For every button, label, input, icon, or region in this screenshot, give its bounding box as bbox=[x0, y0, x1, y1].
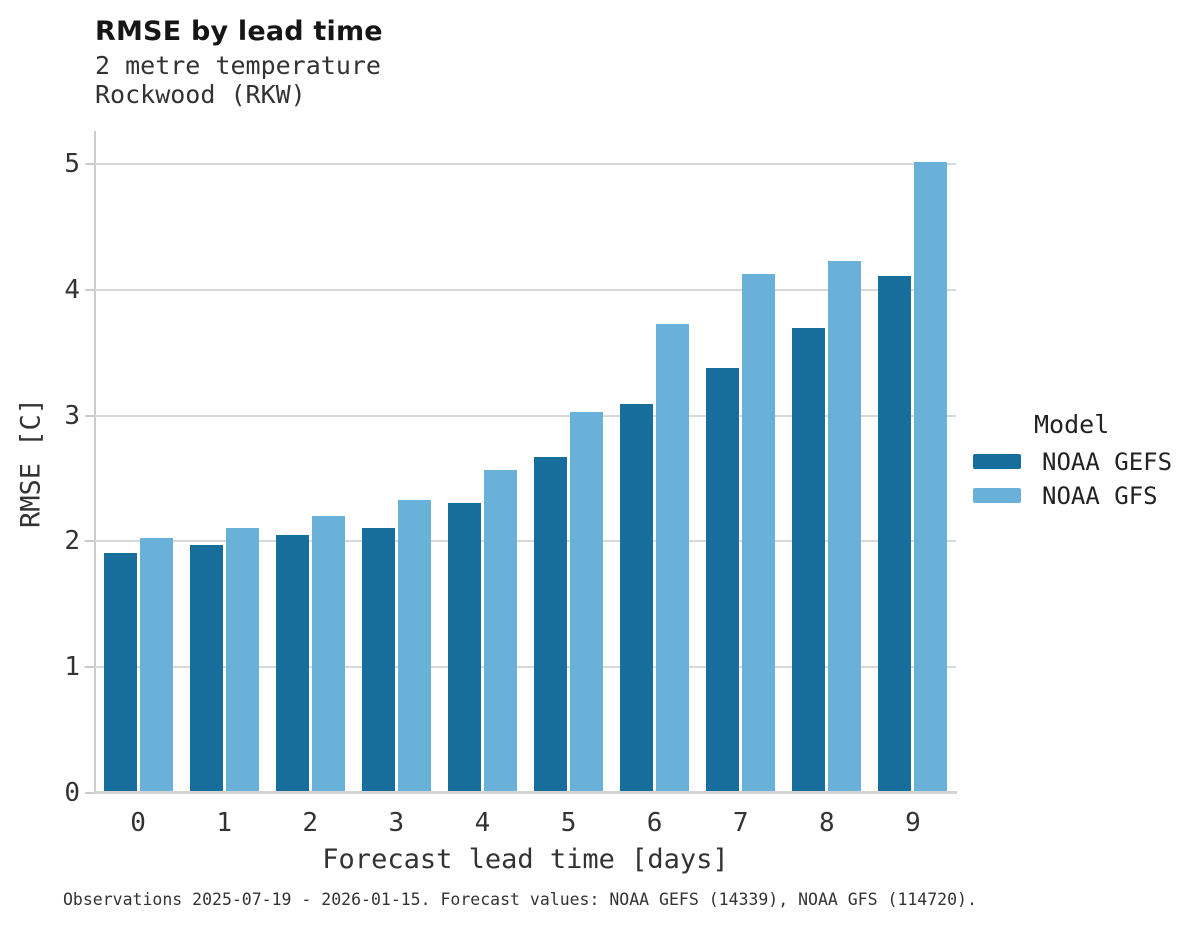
y-tick-label: 1 bbox=[64, 652, 80, 683]
bar-noaa-gfs-lead-8 bbox=[828, 261, 862, 793]
bar-group-lead-9 bbox=[870, 134, 956, 793]
y-tick-label: 3 bbox=[64, 400, 80, 431]
y-tick-mark bbox=[85, 540, 94, 543]
bar-group-lead-1 bbox=[181, 134, 267, 793]
bar-noaa-gefs-lead-1 bbox=[189, 545, 223, 793]
x-axis-spine bbox=[94, 791, 957, 794]
bar-noaa-gefs-lead-2 bbox=[275, 535, 309, 793]
x-tick-label: 8 bbox=[818, 808, 835, 838]
x-tick-label: 4 bbox=[474, 808, 491, 838]
chart-subtitle-line-2: Rockwood (RKW) bbox=[95, 80, 306, 109]
bar-noaa-gfs-lead-0 bbox=[139, 537, 173, 793]
bar-noaa-gfs-lead-4 bbox=[483, 469, 517, 793]
bar-noaa-gfs-lead-6 bbox=[656, 323, 690, 793]
bar-group-lead-8 bbox=[784, 134, 870, 793]
x-tick-label: 0 bbox=[130, 808, 146, 838]
y-tick-label: 4 bbox=[64, 274, 80, 305]
gridline bbox=[95, 540, 956, 543]
y-tick-mark bbox=[85, 163, 94, 166]
legend-entry: NOAA GFS bbox=[973, 484, 1172, 508]
bar-noaa-gfs-lead-7 bbox=[742, 273, 776, 793]
y-tick-marks bbox=[85, 134, 94, 794]
footer-note: Observations 2025-07-19 - 2026-01-15. Fo… bbox=[63, 890, 977, 909]
bar-noaa-gefs-lead-4 bbox=[447, 502, 481, 793]
x-axis-label: Forecast lead time [days] bbox=[322, 844, 729, 875]
gridline bbox=[95, 163, 956, 166]
bar-group-lead-5 bbox=[525, 134, 611, 793]
y-tick-label: 0 bbox=[64, 778, 80, 808]
x-tick-label: 6 bbox=[646, 808, 663, 838]
x-tick-label: 1 bbox=[216, 808, 232, 838]
bar-noaa-gfs-lead-3 bbox=[397, 499, 431, 793]
y-tick-labels: 0 1 2 3 4 5 bbox=[28, 134, 80, 806]
y-tick-mark bbox=[85, 666, 94, 669]
bar-noaa-gfs-lead-9 bbox=[914, 161, 948, 793]
bars-layer bbox=[95, 134, 956, 793]
y-tick-mark bbox=[85, 414, 94, 417]
x-tick-label: 2 bbox=[302, 808, 319, 838]
legend: Model NOAA GEFS NOAA GFS bbox=[973, 412, 1172, 522]
bar-group-lead-7 bbox=[698, 134, 784, 793]
y-tick-mark bbox=[85, 288, 94, 291]
bar-noaa-gefs-lead-3 bbox=[361, 527, 395, 793]
legend-swatch bbox=[973, 488, 1021, 503]
chart-subtitle: 2 metre temperature Rockwood (RKW) bbox=[95, 51, 381, 109]
bar-noaa-gefs-lead-0 bbox=[103, 552, 137, 793]
bar-noaa-gfs-lead-2 bbox=[311, 516, 345, 793]
bar-noaa-gefs-lead-6 bbox=[620, 404, 654, 793]
x-tick-labels: 0 1 2 3 4 5 6 7 8 9 bbox=[95, 808, 956, 838]
bar-noaa-gefs-lead-7 bbox=[706, 367, 740, 793]
bar-group-lead-3 bbox=[353, 134, 439, 793]
gridline bbox=[95, 666, 956, 669]
bar-group-lead-0 bbox=[95, 134, 181, 793]
legend-entry: NOAA GEFS bbox=[973, 450, 1172, 474]
legend-entries: NOAA GEFS NOAA GFS bbox=[973, 450, 1172, 508]
x-tick-label: 9 bbox=[905, 808, 921, 838]
legend-title: Model bbox=[1034, 410, 1110, 439]
chart-title: RMSE by lead time bbox=[95, 16, 383, 47]
x-tick-label: 5 bbox=[560, 808, 577, 838]
legend-swatch bbox=[973, 454, 1021, 469]
bar-noaa-gefs-lead-5 bbox=[534, 457, 568, 793]
x-tick-label: 7 bbox=[732, 808, 749, 838]
gridline bbox=[95, 414, 956, 417]
bar-noaa-gefs-lead-9 bbox=[878, 276, 912, 793]
bar-noaa-gfs-lead-5 bbox=[570, 411, 604, 793]
bar-noaa-gfs-lead-1 bbox=[225, 527, 259, 793]
legend-label: NOAA GEFS bbox=[1042, 447, 1173, 476]
chart-subtitle-line-1: 2 metre temperature bbox=[95, 51, 381, 80]
plot-area bbox=[95, 134, 956, 793]
y-tick-label: 5 bbox=[64, 149, 80, 180]
bar-group-lead-2 bbox=[267, 134, 353, 793]
gridline bbox=[95, 288, 956, 291]
y-tick-mark bbox=[85, 792, 94, 794]
bar-group-lead-6 bbox=[612, 134, 698, 793]
bar-group-lead-4 bbox=[439, 134, 525, 793]
legend-label: NOAA GFS bbox=[1042, 481, 1158, 510]
bar-noaa-gefs-lead-8 bbox=[792, 327, 826, 793]
y-axis-spine bbox=[94, 131, 96, 793]
x-tick-label: 3 bbox=[388, 808, 405, 838]
y-tick-label: 2 bbox=[64, 526, 80, 557]
